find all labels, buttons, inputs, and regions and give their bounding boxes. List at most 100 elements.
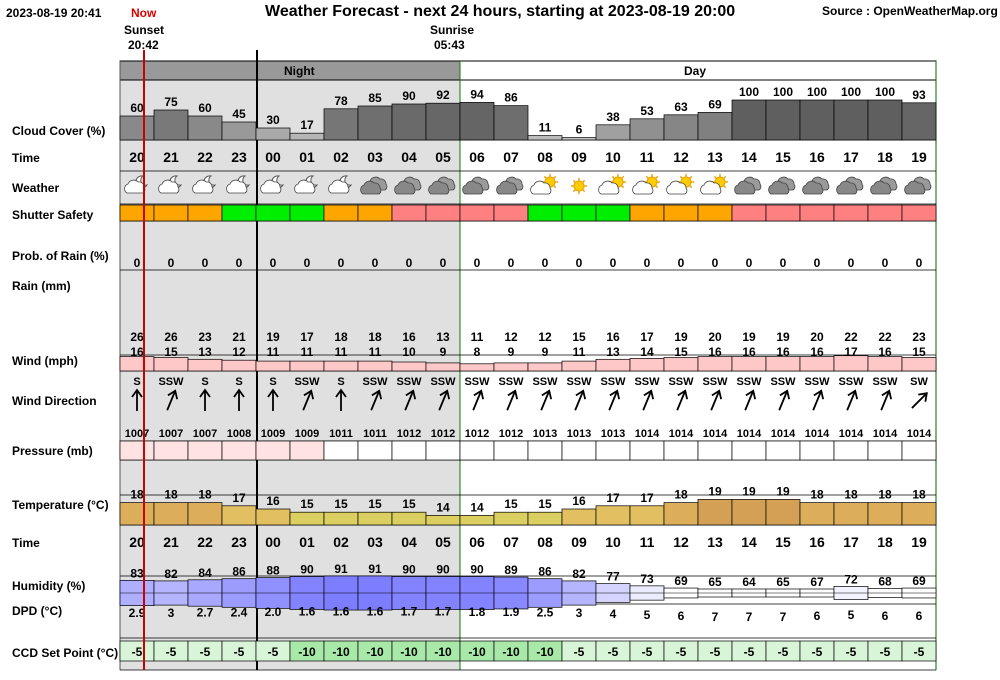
temperature-bar (629, 505, 665, 526)
pressure-cell (527, 440, 563, 461)
pressure-value: 1011 (329, 428, 353, 440)
humidity-value: 86 (232, 565, 246, 579)
cloud-shape (260, 179, 282, 194)
wind-direction-arrow (608, 389, 621, 411)
arrow-shaft (778, 391, 788, 411)
cloud-shape (192, 179, 214, 194)
temperature-value: 18 (674, 488, 688, 502)
cloud-shape (666, 180, 688, 195)
dpd-value: 6 (882, 609, 889, 623)
sun-ray (655, 185, 659, 189)
humidity-value: 88 (266, 564, 280, 578)
cloud-shape (734, 180, 756, 195)
sun-ray (655, 175, 659, 179)
wind-direction-arrow (166, 389, 179, 411)
humidity-value: 90 (436, 563, 450, 577)
cloud-cover-bar (357, 105, 393, 141)
wind-speed-value: 16 (130, 345, 144, 359)
shutter-safety-cell (595, 204, 631, 222)
hour-label-bottom: 04 (401, 534, 417, 550)
hour-label-bottom: 12 (673, 534, 689, 550)
partly-cloudy-night-icon (260, 175, 285, 194)
cloud-cover-value: 92 (436, 88, 450, 102)
ccd-set-point-value: -5 (200, 645, 211, 659)
ccd-set-point-value: -5 (268, 645, 279, 659)
humidity-value: 64 (742, 575, 756, 589)
arrow-head (813, 389, 825, 400)
cloud-shape (530, 180, 552, 195)
wind-speed-bar (221, 359, 257, 372)
dpd-value: 2.0 (265, 605, 282, 619)
sun-ray (543, 175, 547, 179)
wind-speed-bar (357, 360, 393, 372)
pressure-cell (595, 440, 631, 461)
prob-rain-value: 0 (610, 256, 617, 270)
dpd-value: 1.8 (469, 605, 486, 619)
partly-cloudy-night-icon (226, 175, 251, 194)
sun-ray (723, 175, 727, 179)
arrow-head (405, 389, 417, 400)
ccd-set-point-value: -5 (914, 645, 925, 659)
wind-direction-label: SSW (702, 376, 728, 388)
sun-ray (723, 185, 727, 189)
wind-speed-value: 15 (912, 345, 926, 359)
wind-direction-arrow (335, 388, 347, 411)
pressure-value: 1007 (159, 428, 183, 440)
cloud-cover-value: 85 (368, 91, 382, 105)
arrow-head (575, 389, 587, 400)
hour-label: 07 (503, 149, 519, 165)
cloud-cover-value: 90 (402, 89, 416, 103)
wind-direction-arrow (131, 388, 143, 411)
wind-direction-label: SSW (430, 376, 456, 388)
pressure-value: 1009 (261, 428, 285, 440)
cloud-cover-bar (697, 112, 733, 141)
wind-speed-bar (153, 357, 189, 372)
hour-label-bottom: 03 (367, 534, 383, 550)
wind-speed-bar (425, 362, 461, 372)
pressure-cell (153, 440, 189, 461)
arrow-shaft (404, 391, 414, 411)
dpd-value: 2.9 (129, 606, 146, 620)
sun-ray (679, 175, 683, 179)
arrow-head (881, 389, 893, 400)
wind-direction-label: SW (910, 376, 928, 388)
wind-speed-bar (663, 357, 699, 372)
prob-rain-value: 0 (712, 256, 719, 270)
row-label-weather: Weather (12, 181, 60, 195)
cloud-cover-value: 94 (470, 87, 484, 101)
arrow-head (439, 389, 451, 400)
arrow-shaft (846, 391, 856, 411)
arrow-head (745, 389, 757, 400)
pressure-value: 1014 (635, 428, 660, 440)
dpd-value: 1.6 (333, 605, 350, 619)
cloud-cover-bar (289, 132, 325, 141)
row-label-wind-direction: Wind Direction (12, 394, 97, 408)
hour-label-bottom: 13 (707, 534, 723, 550)
pressure-cell (459, 440, 495, 461)
prob-rain-value: 0 (848, 256, 855, 270)
prob-rain-value: 0 (508, 256, 515, 270)
wind-direction-arrow (676, 389, 689, 411)
arrow-shaft (880, 391, 890, 411)
wind-direction-label: SSW (566, 376, 592, 388)
arrow-shaft (370, 391, 380, 411)
dpd-value: 7 (712, 610, 719, 624)
wind-direction-arrow (302, 389, 315, 411)
cloud-shape (496, 180, 518, 195)
sun-ray (611, 175, 615, 179)
wind-direction-label: S (337, 376, 344, 388)
dpd-value: 1.6 (367, 605, 384, 619)
ccd-set-point-value: -10 (502, 645, 520, 659)
shutter-safety-cell (153, 204, 189, 222)
ccd-set-point-value: -10 (536, 645, 554, 659)
wind-direction-label: SSW (158, 376, 184, 388)
ccd-set-point-value: -5 (778, 645, 789, 659)
cloud-cover-value: 100 (841, 85, 861, 99)
cloud-cover-bar (629, 118, 665, 141)
temperature-value: 14 (470, 500, 484, 514)
hour-label: 03 (367, 149, 383, 165)
ccd-set-point-value: -10 (366, 645, 384, 659)
now-label: Now (131, 6, 157, 20)
wind-direction-label: SSW (532, 376, 558, 388)
pressure-cell (391, 440, 427, 461)
